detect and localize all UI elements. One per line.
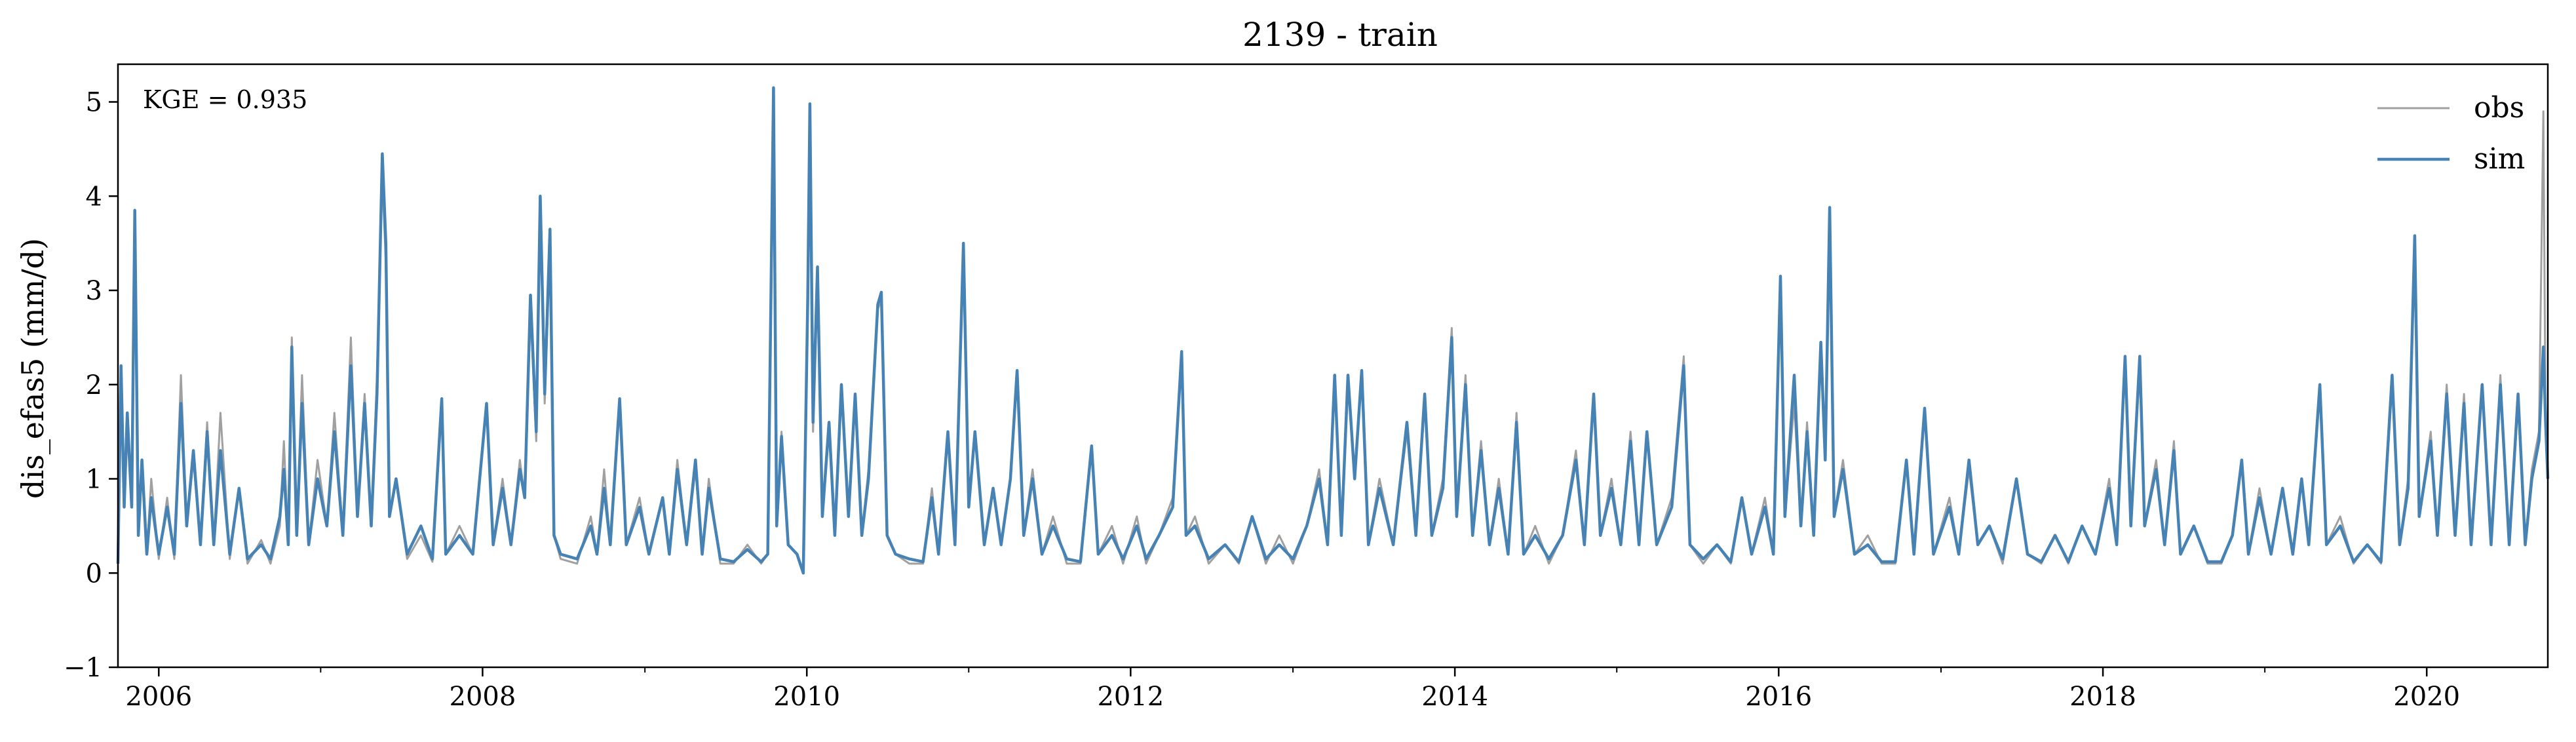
- x-tick-label: 2014: [1421, 682, 1488, 712]
- x-tick-label: 2018: [2069, 682, 2136, 712]
- x-tick-label: 2020: [2393, 682, 2460, 712]
- y-tick-label: −1: [64, 653, 102, 683]
- x-tick-label: 2010: [773, 682, 840, 712]
- y-tick-label: 4: [86, 182, 102, 212]
- y-tick-label: 0: [86, 558, 102, 589]
- y-tick-label: 1: [86, 465, 102, 495]
- x-tick-label: 2012: [1097, 682, 1164, 712]
- chart-title: 2139 - train: [1242, 16, 1438, 54]
- legend-label-sim: sim: [2474, 142, 2525, 176]
- x-axis-ticks: 2006 2008 2010 2012 2014 2016 2018 2020: [125, 667, 2460, 712]
- kge-annotation: KGE = 0.935: [143, 85, 307, 114]
- y-tick-label: 3: [86, 276, 102, 306]
- y-axis-label: dis_efas5 (mm/d): [15, 238, 50, 499]
- axes-frame: [117, 63, 2549, 669]
- series-line-sim: [116, 86, 2550, 575]
- series-lines: [116, 86, 2550, 575]
- x-tick-label: 2006: [125, 682, 192, 712]
- legend: obs sim: [2377, 91, 2525, 176]
- y-tick-label: 5: [86, 88, 102, 118]
- legend-label-obs: obs: [2474, 91, 2524, 125]
- y-axis-ticks: −1 0 1 2 3 4 5: [64, 88, 118, 683]
- y-tick-label: 2: [86, 370, 102, 400]
- x-tick-label: 2008: [450, 682, 516, 712]
- x-tick-label: 2016: [1745, 682, 1812, 712]
